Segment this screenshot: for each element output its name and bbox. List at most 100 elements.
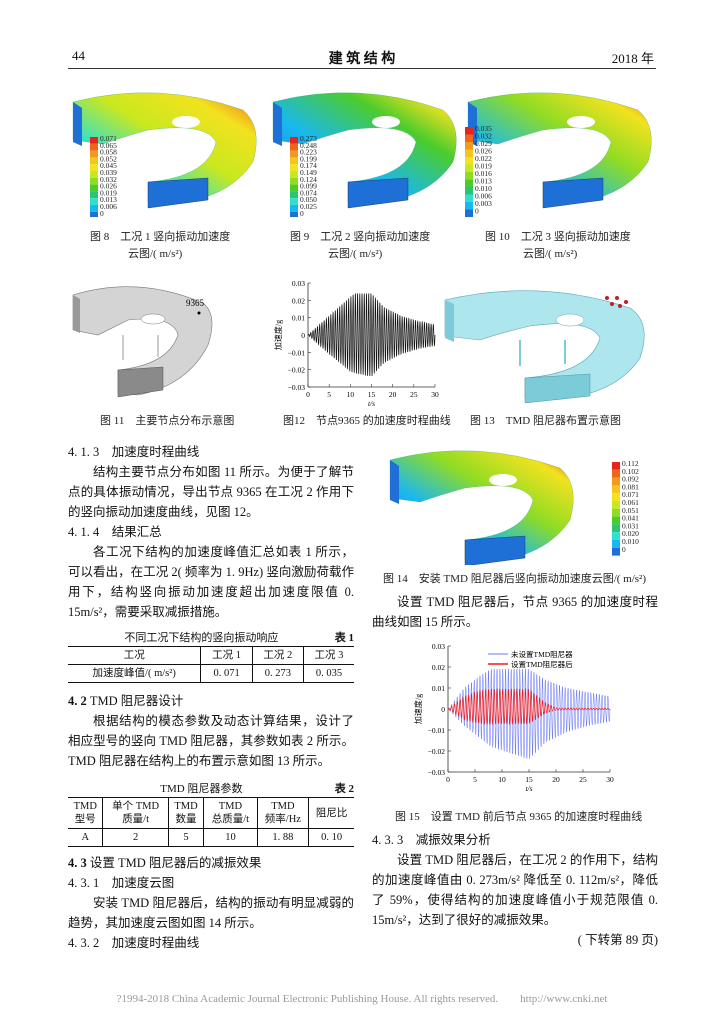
table2-header: TMD 频率/Hz (256, 797, 309, 829)
fig-caption-unit: 云图/( m/s²) (523, 248, 578, 260)
contour-figure: 0.1120.1020.0920.0810.0710.0610.0510.041… (389, 450, 639, 567)
fig10-contour: 0.035 0.032 0.029 0.026 0.022 0.019 0.016 0.013… (463, 82, 663, 222)
legend-value: 0 (622, 545, 626, 554)
fig8-contour: 0.071 0.065 0.058 0.052 0.045 0.039 0.032 0.026… (68, 82, 268, 222)
contour-figure: 0.0710.0650.0580.0520.0450.0390.0320.026… (72, 92, 257, 219)
legend-value: 0.052 (100, 154, 117, 163)
x-tick-label: 5 (473, 775, 477, 784)
legend-value: 0.058 (100, 148, 117, 157)
x-tick-label: 15 (368, 390, 376, 399)
table2-header-line: TMD (73, 801, 97, 812)
legend-value: 0.022 (475, 154, 492, 163)
section-4-1-3: 4. 1. 3 加速度时程曲线 (68, 445, 200, 459)
legend-swatch (612, 485, 620, 494)
legend-value: 0.149 (300, 168, 317, 177)
legend-swatch (612, 516, 620, 525)
deck-opening (172, 116, 200, 128)
legend-value: 0.102 (622, 467, 639, 476)
paragraph: 设置 TMD 阻尼器后，在工况 2 的作用下，结构的加速度峰值由 0. 273m… (372, 853, 658, 927)
x-tick-label: 30 (606, 775, 614, 784)
table1-title: 不同工况下结构的竖向振动响应 (124, 632, 279, 644)
footer-copyright: ?1994-2018 China Academic Journal Electr… (116, 993, 608, 1005)
x-tick-label: 5 (327, 390, 331, 399)
legend-swatch (90, 191, 98, 199)
paragraph: 设置 TMD 阻尼器后，节点 9365 的加速度时程曲线如图 15 所示。 (372, 595, 658, 629)
legend-value: 0 (475, 207, 479, 216)
section-number: 4. 3 (68, 856, 87, 870)
fig11-structure-model: 9365 (72, 286, 213, 398)
section-4-3-1: 4. 3. 1 加速度云图 (68, 876, 175, 890)
table1-cell: 加速度峰值/( m/s²) (92, 668, 176, 679)
wall-structure (147, 177, 209, 209)
legend-value: 0.006 (475, 192, 492, 201)
legend-swatch (612, 508, 620, 517)
table2-header-line: TMD (174, 801, 198, 812)
legend-value: 0.032 (100, 175, 117, 184)
section-4-3-2: 4. 3. 2 加速度时程曲线 (68, 936, 200, 950)
legend-value: 0.026 (475, 147, 492, 156)
legend-swatch (290, 177, 298, 185)
legend-swatch (290, 150, 298, 158)
table1-header: 工况 1 (200, 646, 253, 665)
legend-swatch (90, 150, 98, 158)
table2-header: 单个 TMD 质量/t (102, 797, 169, 829)
legend-value: 0.124 (300, 175, 317, 184)
legend-value: 0.273 (300, 134, 317, 143)
table-row: 加速度峰值/( m/s²) 0. 071 0. 273 0. 035 (68, 664, 354, 683)
legend-swatch (465, 157, 473, 165)
section-4-1-4: 4. 1. 4 结果汇总 (68, 525, 162, 539)
table1-cell: 0. 035 (302, 664, 354, 683)
legend-swatch (290, 205, 298, 212)
legend-value: 0.039 (100, 168, 117, 177)
table2-header-line: TMD (271, 801, 295, 812)
table-row: A 2 5 10 1. 88 0. 10 (68, 828, 354, 847)
legend-swatch (290, 157, 298, 165)
legend-value: 0.248 (300, 141, 317, 150)
table1-header: 工况 3 (302, 646, 354, 665)
legend-value: 0.061 (622, 498, 639, 507)
legend-swatch (612, 462, 620, 470)
table2-header: TMD 数量 (167, 797, 204, 829)
table2-cell: 1. 88 (256, 828, 309, 847)
legend-value: 0.010 (475, 184, 492, 193)
x-tick-label: 10 (347, 390, 355, 399)
table2-cell: A (81, 832, 90, 843)
legend-label: 未设置TMD阻尼器 (511, 649, 573, 659)
y-axis-label: 加速度/g (413, 694, 423, 724)
paragraph: 各工况下结构的加速度峰值汇总如表 1 所示，可以看出，在工况 2( 频率为 1.… (68, 545, 354, 619)
y-tick-label: 0 (301, 331, 305, 340)
legend-swatch (90, 143, 98, 151)
fig12-chart: 0.030.020.010−0.01−0.02−0.030 5 10 15 20 25 30… (273, 279, 439, 408)
fig14-caption: 图 14 安装 TMD 阻尼器后竖向振动加速度云图/( m/s²) (383, 573, 647, 585)
y-tick-label: −0.03 (428, 768, 446, 777)
table2-cell: 2 (102, 828, 169, 847)
x-tick-label: 25 (579, 775, 587, 784)
legend-swatch (290, 143, 298, 151)
legend-value: 0.019 (475, 162, 492, 171)
x-tick-label: 20 (389, 390, 397, 399)
y-tick-label: 0.01 (432, 684, 445, 693)
fig-caption: 图 10 工况 3 竖向振动加速度 (485, 231, 631, 243)
y-tick-label: −0.01 (428, 726, 446, 735)
legend-value: 0.003 (475, 199, 492, 208)
wall-structure (542, 177, 604, 209)
legend-swatch (290, 191, 298, 199)
fig15-caption: 图 15 设置 TMD 前后节点 9365 的加速度时程曲线 (395, 811, 643, 823)
table2-header: 阻尼比 (308, 797, 354, 829)
fig14-contour: 0.112 0.102 0.092 0.081 0.071 0.061 0.051 0.041… (380, 440, 670, 567)
fig-caption-unit: 云图/( m/s²) (328, 248, 383, 260)
legend-swatch (290, 211, 298, 219)
x-tick-label: 0 (306, 390, 310, 399)
legend-value: 0.071 (622, 490, 639, 499)
legend-swatch (612, 532, 620, 540)
y-tick-label: 0.01 (292, 314, 305, 323)
section-title: 设置 TMD 阻尼器后的减振效果 (89, 856, 262, 870)
legend-swatch (465, 142, 473, 150)
legend-swatch (465, 127, 473, 135)
legend-value: 0.013 (100, 195, 117, 204)
legend-value: 0.071 (100, 134, 117, 143)
table2-cell: 0. 10 (308, 828, 354, 847)
legend-swatch (90, 157, 98, 165)
y-tick-label: −0.01 (288, 348, 306, 357)
legend-swatch (612, 493, 620, 501)
